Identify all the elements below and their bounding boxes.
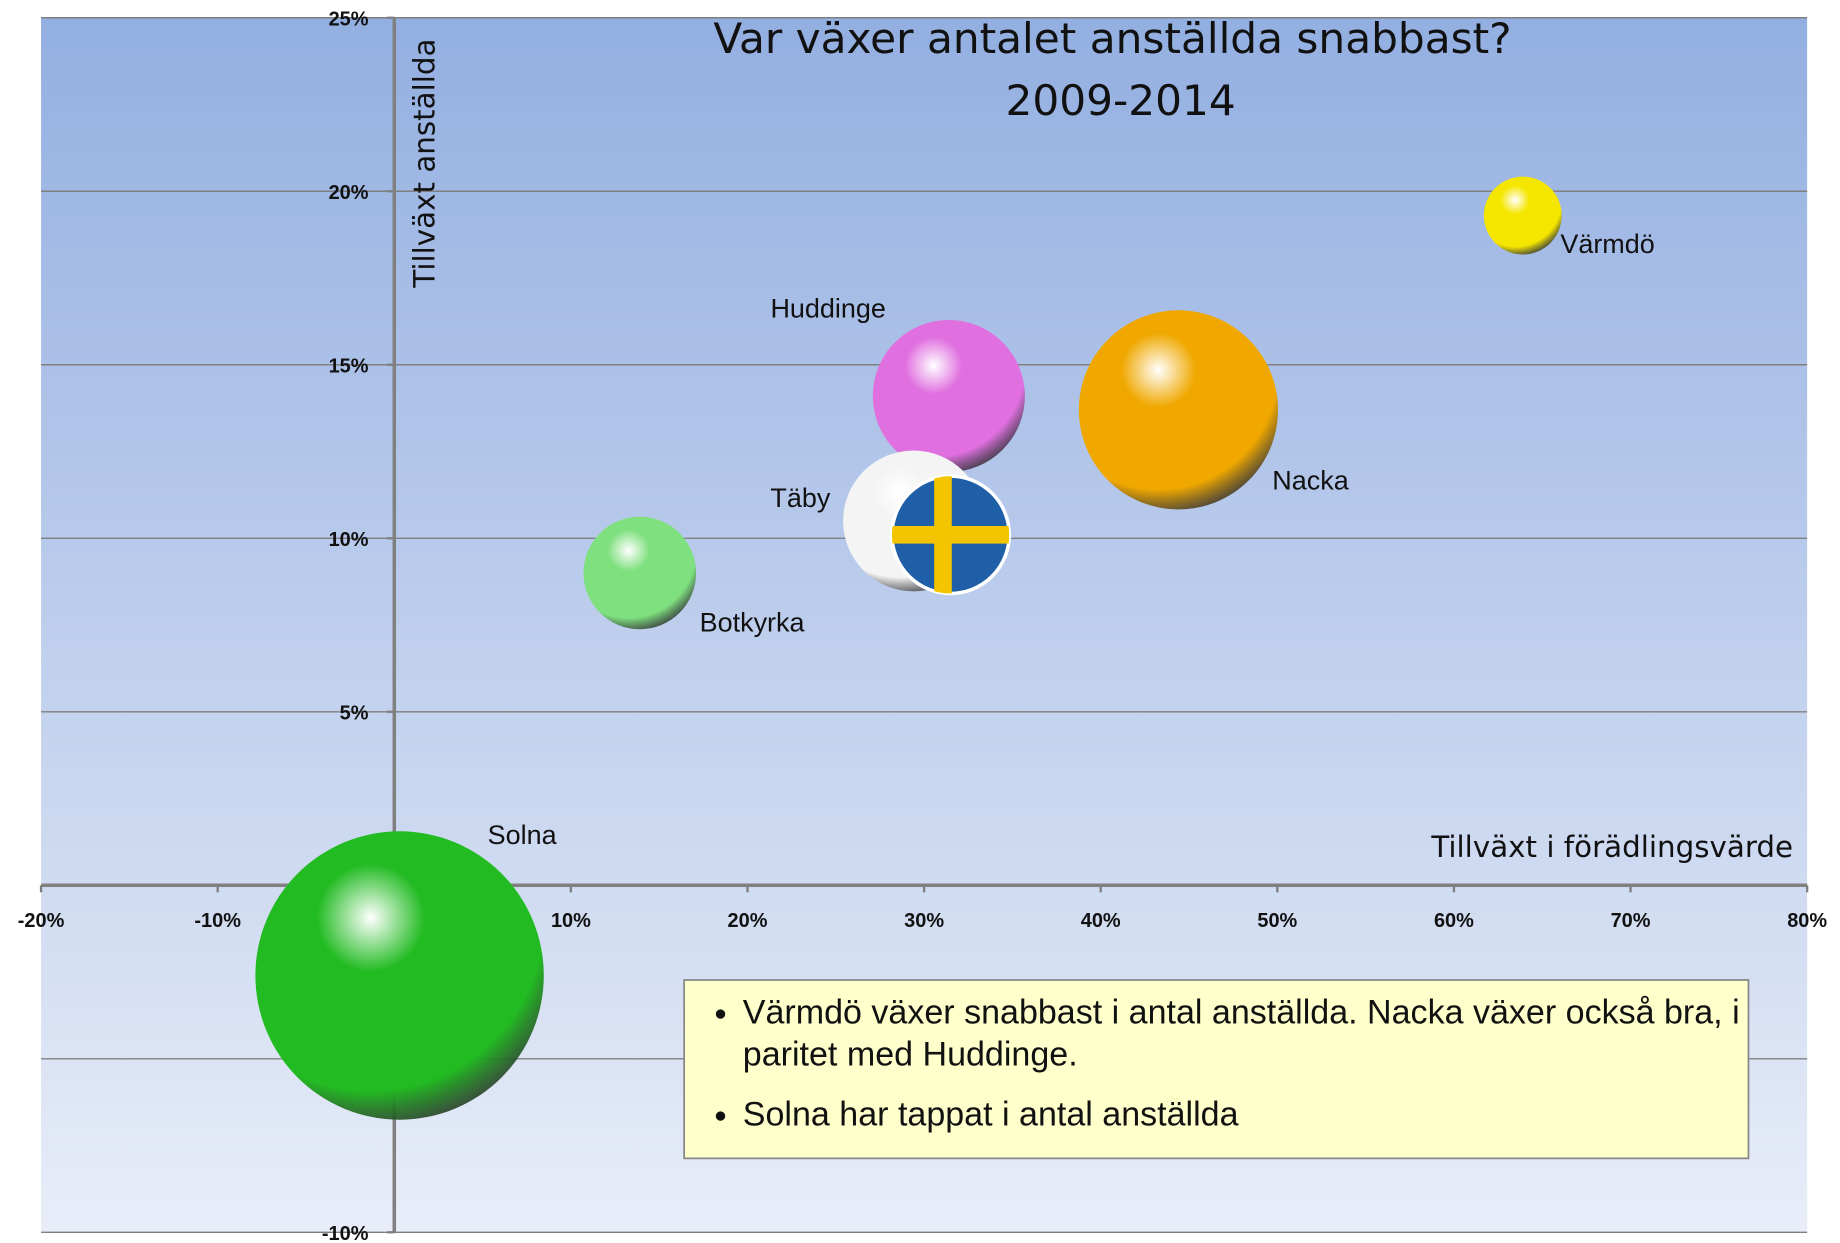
bubble-label: Täby — [770, 483, 830, 513]
y-tick-label: 10% — [329, 529, 369, 551]
x-tick-label: 80% — [1787, 910, 1827, 932]
x-tick-label: -10% — [194, 910, 241, 932]
note-box — [683, 979, 1750, 1160]
y-tick-label: 20% — [329, 182, 369, 204]
note-item: Värmdö växer snabbast i antal anställda.… — [743, 992, 1749, 1077]
x-axis-label: Tillväxt i förädlingsvärde — [1430, 830, 1793, 864]
chart-subtitle: 2009-2014 — [1006, 76, 1236, 125]
x-tick-label: -20% — [18, 910, 65, 932]
x-tick-label: 40% — [1081, 910, 1121, 932]
flag — [891, 476, 1010, 594]
x-tick-label: 50% — [1257, 910, 1297, 932]
x-tick-label: 10% — [551, 910, 591, 932]
x-tick-label: 70% — [1611, 910, 1651, 932]
x-tick-label: 30% — [904, 910, 944, 932]
bubble-label: Huddinge — [770, 293, 885, 323]
flag-cross — [934, 476, 952, 594]
x-tick-label: 20% — [728, 910, 768, 932]
x-tick-label: 60% — [1434, 910, 1474, 932]
bubble-label: Värmdö — [1560, 229, 1654, 259]
chart-title: Var växer antalet anställda snabbast? — [713, 14, 1511, 63]
bubble-label: Botkyrka — [700, 608, 805, 638]
y-tick-label: 25% — [329, 8, 369, 30]
bubble-label: Solna — [488, 820, 557, 850]
bubble — [255, 831, 544, 1120]
bubble — [1078, 310, 1278, 510]
bubble — [1483, 176, 1562, 255]
bubble — [872, 319, 1025, 473]
bubble-label: Nacka — [1272, 466, 1348, 496]
note: Värmdö växer snabbast i antal anställda.… — [684, 980, 1748, 1158]
note-list: Värmdö växer snabbast i antal anställda.… — [684, 980, 1748, 1136]
y-tick-label: 15% — [329, 355, 369, 377]
y-axis-label: Tillväxt anställda — [407, 38, 441, 288]
y-tick-label: -10% — [322, 1223, 369, 1243]
bubble — [583, 516, 697, 630]
note-item: Solna har tappat i antal anställda — [743, 1093, 1749, 1136]
y-tick-label: 5% — [340, 702, 369, 724]
